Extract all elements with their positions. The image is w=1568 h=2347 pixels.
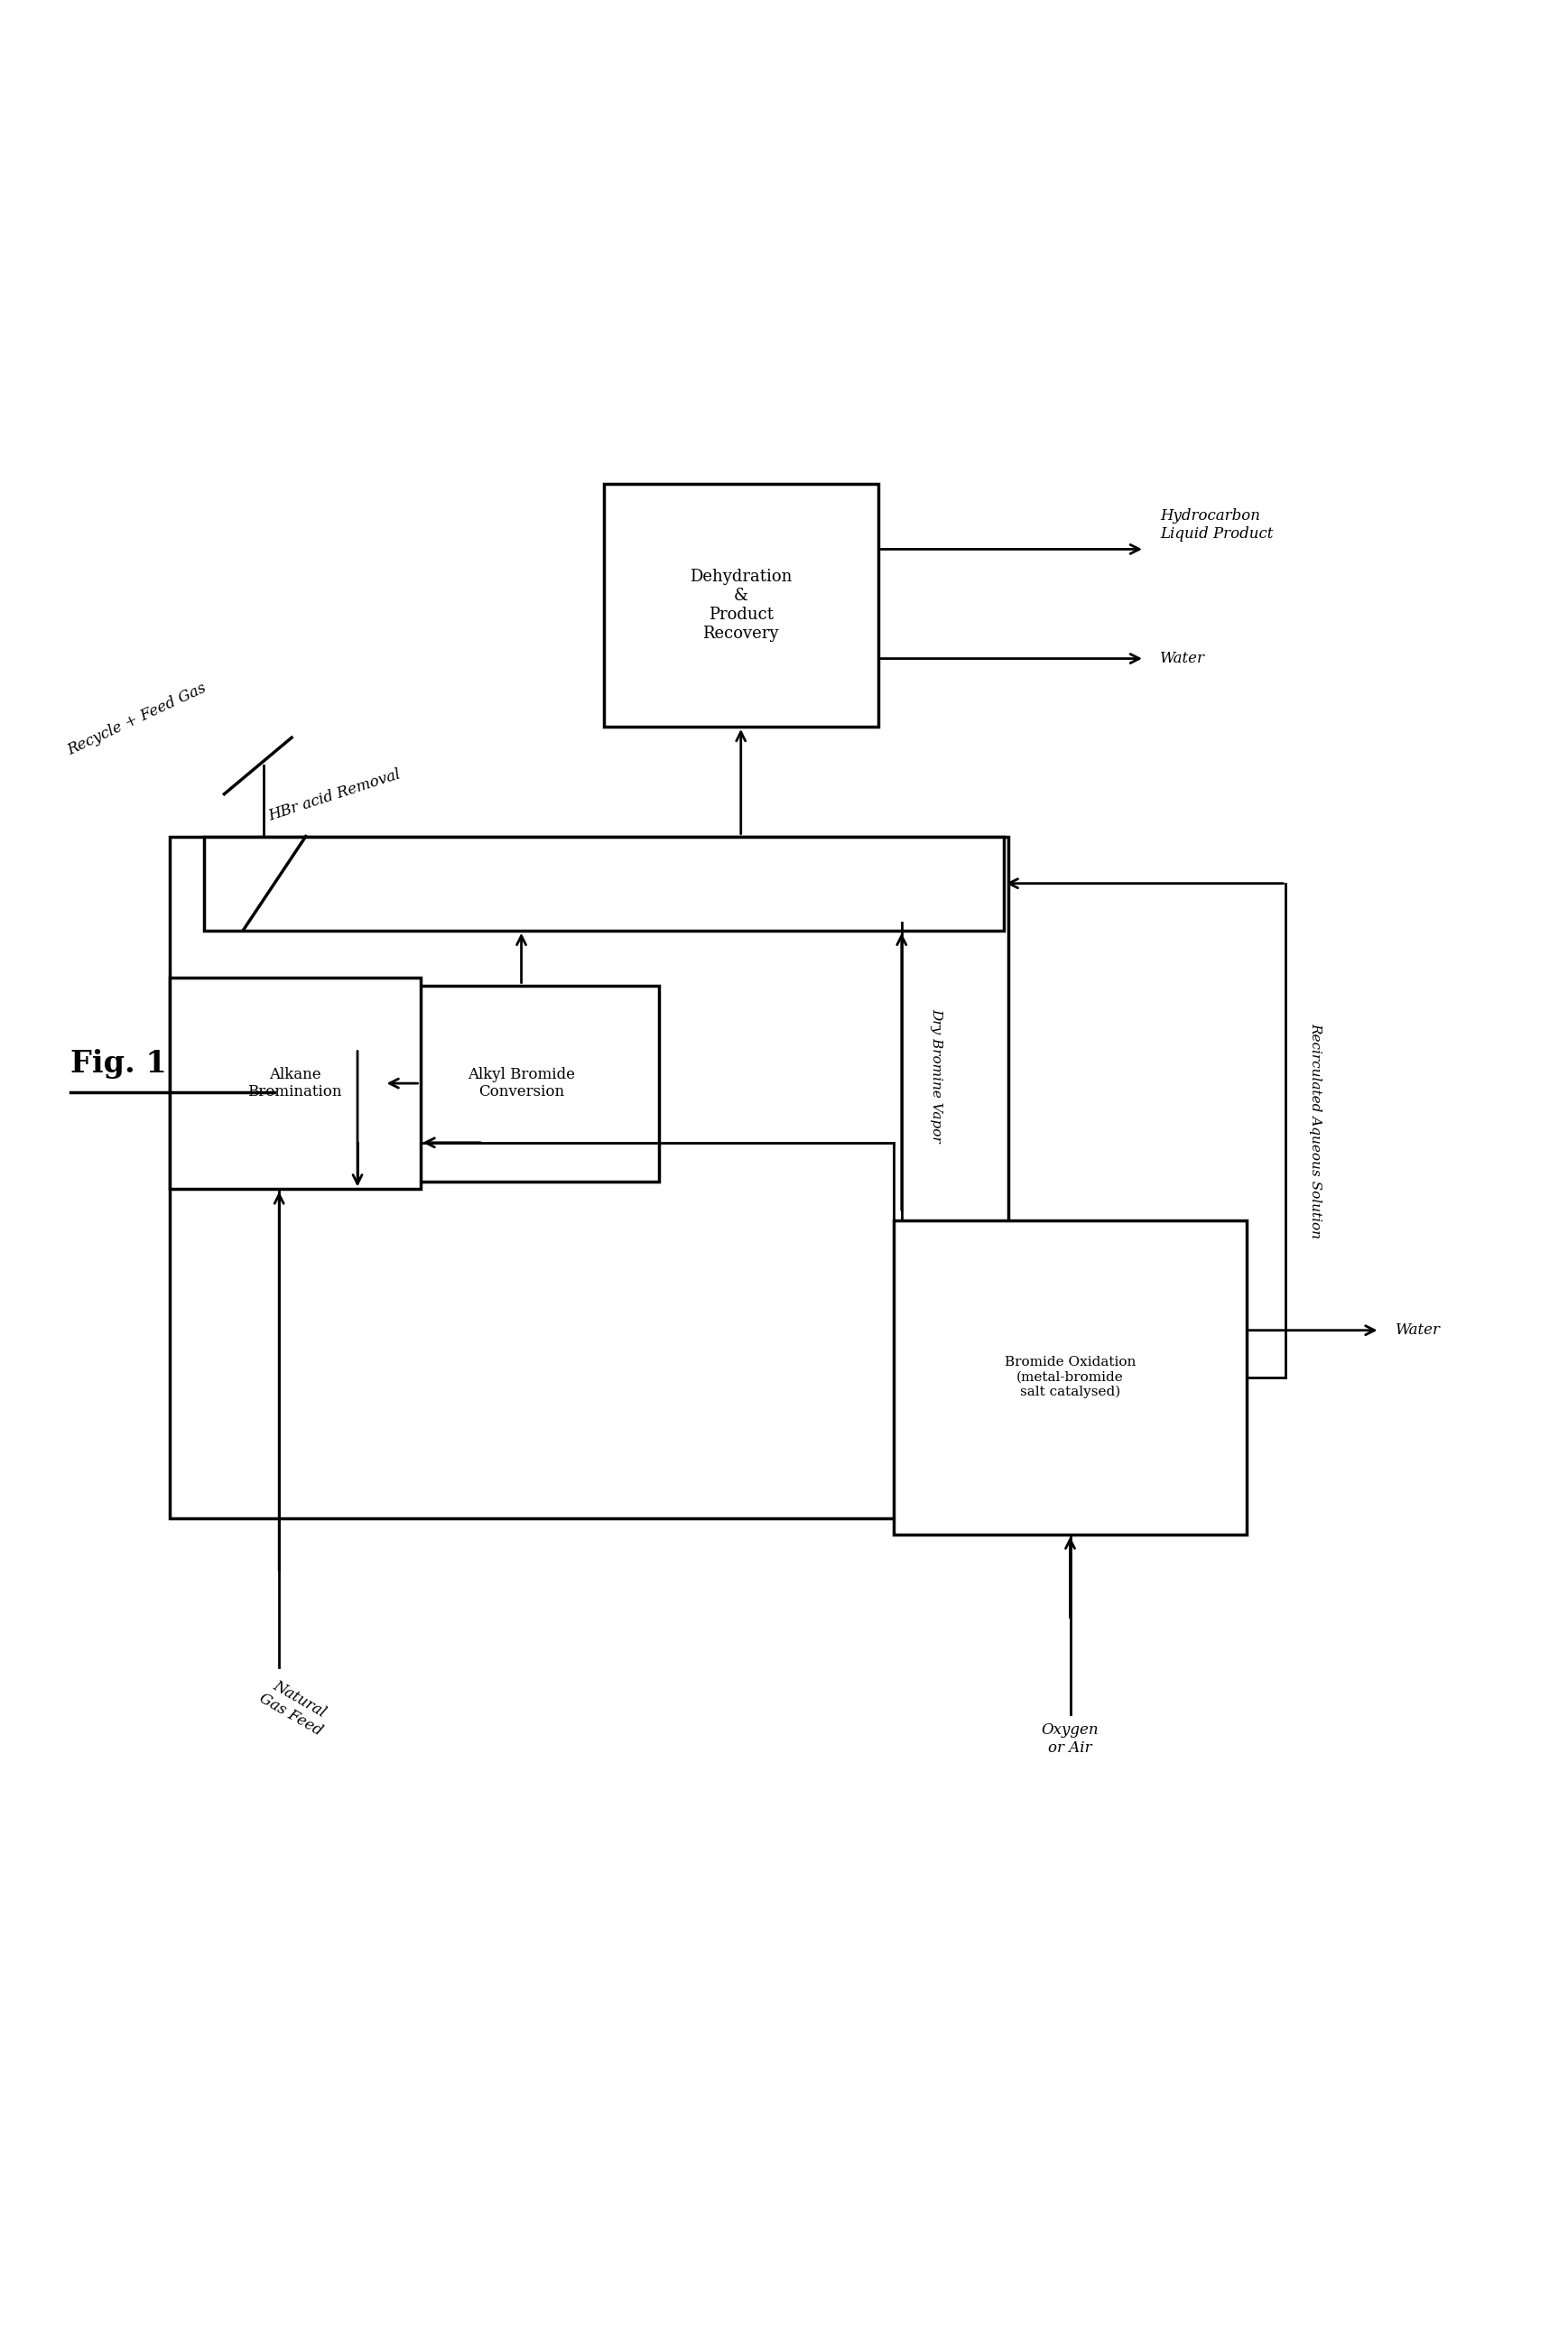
Text: Oxygen
or Air: Oxygen or Air bbox=[1041, 1723, 1099, 1756]
Text: Bromide Oxidation
(metal-bromide
salt catalysed): Bromide Oxidation (metal-bromide salt ca… bbox=[1005, 1357, 1135, 1399]
Text: Recycle + Feed Gas: Recycle + Feed Gas bbox=[64, 681, 209, 758]
Text: HBr acid Removal: HBr acid Removal bbox=[267, 767, 403, 824]
FancyBboxPatch shape bbox=[169, 976, 420, 1190]
Text: Dehydration
&
Product
Recovery: Dehydration & Product Recovery bbox=[690, 568, 792, 641]
Text: Fig. 1: Fig. 1 bbox=[71, 1049, 166, 1080]
Text: Hydrocarbon
Liquid Product: Hydrocarbon Liquid Product bbox=[1160, 509, 1273, 542]
Text: Dry Bromine Vapor: Dry Bromine Vapor bbox=[930, 1009, 942, 1143]
Text: Alkane
Bromination: Alkane Bromination bbox=[248, 1068, 342, 1101]
FancyBboxPatch shape bbox=[894, 1220, 1247, 1535]
Text: Alkyl Bromide
Conversion: Alkyl Bromide Conversion bbox=[467, 1068, 575, 1101]
FancyBboxPatch shape bbox=[204, 836, 1004, 929]
FancyBboxPatch shape bbox=[169, 836, 1008, 1519]
Text: Natural
Gas Feed: Natural Gas Feed bbox=[256, 1676, 334, 1739]
FancyBboxPatch shape bbox=[384, 986, 659, 1181]
Text: Water: Water bbox=[1396, 1324, 1441, 1338]
Text: Recirculated Aqueous Solution: Recirculated Aqueous Solution bbox=[1309, 1023, 1322, 1239]
Text: Water: Water bbox=[1160, 650, 1206, 667]
FancyBboxPatch shape bbox=[604, 483, 878, 728]
